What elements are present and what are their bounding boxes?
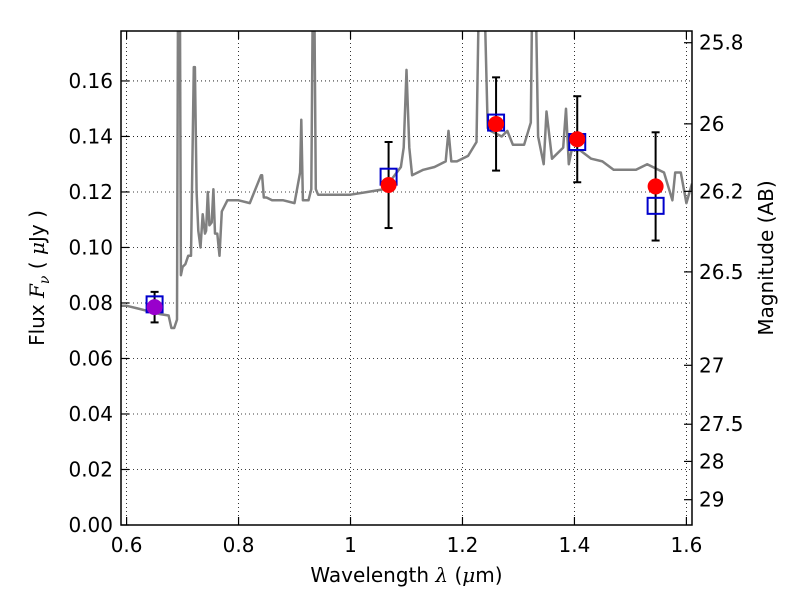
y-tick-label: 0.02: [68, 457, 113, 481]
x-tick-label: 0.6: [111, 533, 143, 557]
y-tick-label: 0.04: [68, 402, 113, 426]
y-tick-label: 0.00: [68, 513, 113, 537]
x-tick-label: 1: [344, 533, 357, 557]
mag-tick-label: 28: [699, 449, 724, 473]
x-tick-label: 1.6: [670, 533, 702, 557]
spectrum-line: [121, 31, 692, 330]
y2-axis-label: Magnitude (AB): [754, 180, 778, 335]
mag-tick-label: 27: [699, 353, 724, 377]
y-tick-label: 0.06: [68, 346, 113, 370]
model-point: [646, 196, 665, 215]
mag-tick-label: 29: [699, 488, 724, 512]
x-tick-label: 1.2: [447, 533, 479, 557]
grid-lines: [121, 31, 692, 525]
x-tick-label: 0.8: [223, 533, 255, 557]
y-tick-label: 0.10: [68, 235, 113, 259]
plot-frame: [120, 30, 693, 526]
mag-tick-label: 27.5: [699, 412, 744, 436]
x-tick-label: 1.4: [559, 533, 591, 557]
mag-tick-label: 26.5: [699, 260, 744, 284]
mag-tick-label: 25.8: [699, 31, 744, 55]
y-axis-label: Flux Fν ( μJy ): [25, 210, 53, 346]
observed-point: [488, 115, 505, 132]
observed-point: [647, 178, 664, 195]
mag-tick-label: 26: [699, 112, 724, 136]
axis-ticks: 0.6 0.8 1 1.2 1.4 1.6 0.00 0.02 0.04 0.06 0.08 0.10…: [68, 31, 743, 557]
observed-point: [380, 177, 397, 194]
y-tick-label: 0.16: [68, 69, 113, 93]
y-tick-label: 0.14: [68, 124, 113, 148]
x-axis-label: Wavelength λ (μm): [310, 563, 502, 587]
y-tick-label: 0.08: [68, 291, 113, 315]
y-tick-label: 0.12: [68, 180, 113, 204]
mag-tick-label: 26.2: [699, 179, 744, 203]
observed-point: [569, 131, 586, 148]
plot-area: [121, 31, 692, 330]
observed-point: [146, 299, 163, 316]
